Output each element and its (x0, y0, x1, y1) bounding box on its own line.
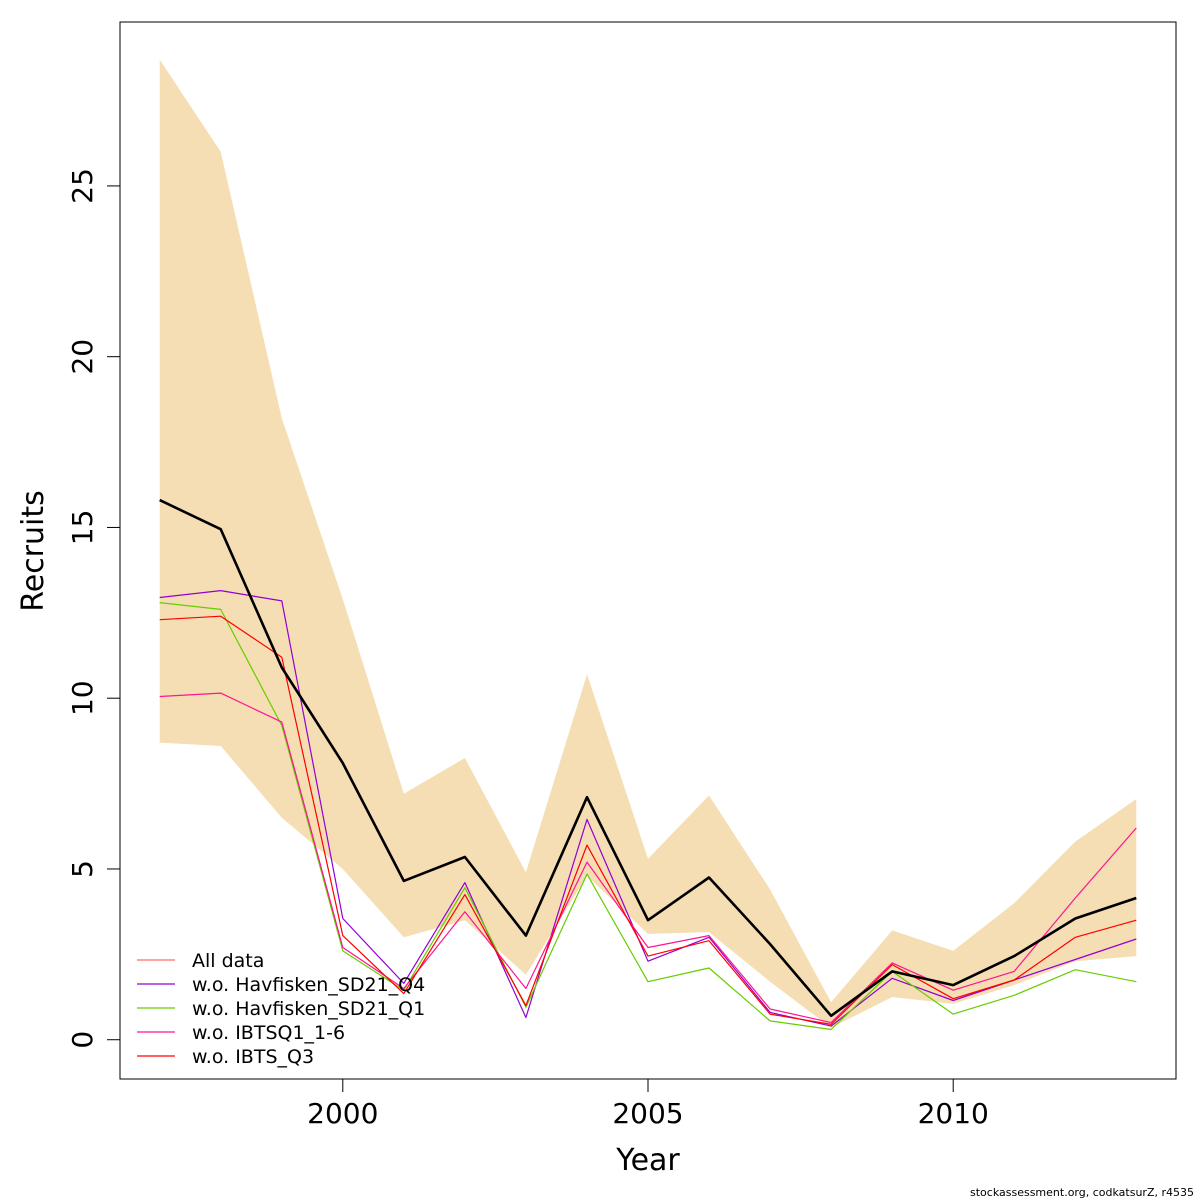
y-tick-label: 15 (66, 510, 99, 546)
series-line-w-o-ibts-q3 (159, 615, 1137, 1026)
series-line-w-o-havfisken-sd21-q4 (159, 589, 1137, 1027)
x-tick-label: 2010 (918, 1097, 989, 1130)
series-layer (159, 498, 1137, 1031)
x-axis-title: Year (615, 1143, 680, 1178)
y-tick-label: 25 (66, 168, 99, 204)
y-tick-label: 20 (66, 339, 99, 375)
y-tick-label: 5 (66, 860, 99, 878)
y-tick-label: 0 (66, 1031, 99, 1049)
legend-label: w.o. Havfisken_SD21_Q4 (192, 974, 425, 996)
x-tick-label: 2000 (307, 1097, 378, 1130)
legend-label: w.o. IBTS_Q3 (192, 1046, 314, 1068)
series-line-all-data (159, 498, 1137, 1018)
confidence-band-layer (159, 59, 1137, 1028)
x-tick-label: 2005 (612, 1097, 683, 1130)
legend-label: w.o. Havfisken_SD21_Q1 (192, 998, 425, 1020)
confidence-band (159, 59, 1137, 1028)
series-line-w-o-ibtsq1-1-6 (159, 692, 1137, 1024)
y-tick-label: 10 (66, 680, 99, 716)
x-axis: 2000 2005 2010 (307, 1078, 989, 1130)
series-line-w-o-havfisken-sd21-q1 (159, 602, 1137, 1031)
legend-label: w.o. IBTSQ1_1-6 (192, 1022, 345, 1044)
footer-credit: stockassessment.org, codkatsurZ, r4535 (970, 1186, 1194, 1199)
legend-label: All data (192, 950, 264, 972)
y-axis: 0 5 10 15 20 25 (66, 168, 121, 1049)
y-axis-title: Recruits (16, 490, 51, 612)
